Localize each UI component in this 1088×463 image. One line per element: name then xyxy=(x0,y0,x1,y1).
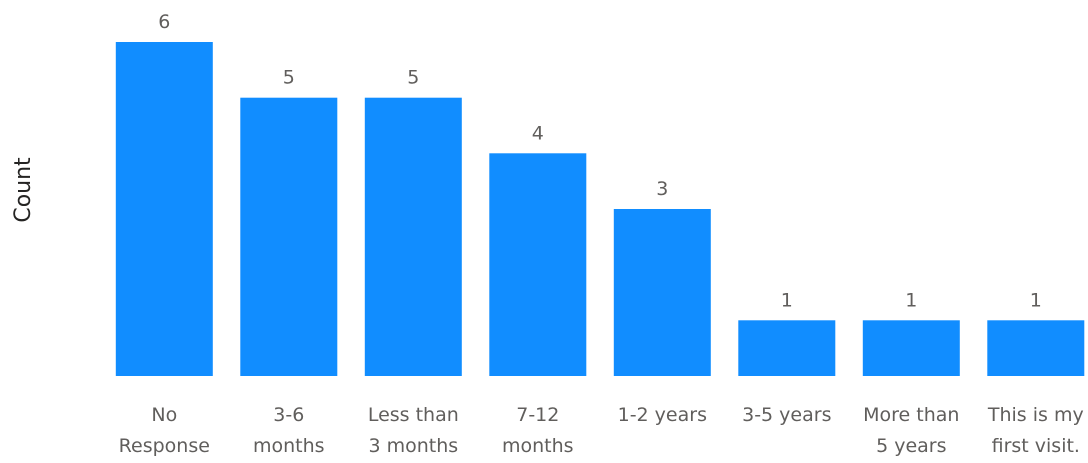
category-label-8: This is my first visit. xyxy=(987,404,1084,457)
value-label-2: 5 xyxy=(283,67,295,89)
value-label-6: 1 xyxy=(781,289,793,311)
category-label-7: More than 5 years xyxy=(863,404,959,457)
value-labels-group: 6 5 5 4 3 1 1 1 xyxy=(158,11,1042,311)
bar-3 xyxy=(364,97,462,376)
value-label-5: 3 xyxy=(656,178,668,200)
value-label-1: 6 xyxy=(158,11,170,33)
category-label-line: 1-2 years xyxy=(618,404,707,426)
category-label-5: 1-2 years xyxy=(618,404,707,426)
category-label-line: 3 months xyxy=(368,435,458,457)
category-label-line: Response xyxy=(119,435,210,457)
y-axis-title: Count xyxy=(11,157,36,223)
category-label-line: 7-12 xyxy=(516,404,559,426)
value-label-4: 4 xyxy=(532,122,544,144)
category-label-3: Less than 3 months xyxy=(368,404,459,457)
category-label-line: months xyxy=(253,435,325,457)
category-label-line: This is my xyxy=(987,404,1084,426)
bars-group xyxy=(115,42,1085,376)
value-label-7: 1 xyxy=(905,289,917,311)
category-labels-group: No Response 3-6 months Less than 3 months 7-12… xyxy=(119,404,1084,457)
category-label-line: Less than xyxy=(368,404,459,426)
category-label-line: 5 years xyxy=(876,435,946,457)
bar-6 xyxy=(738,320,836,376)
bar-8 xyxy=(987,320,1085,376)
category-label-line: No xyxy=(151,404,177,426)
category-label-line: 3-6 xyxy=(273,404,304,426)
value-label-8: 1 xyxy=(1030,289,1042,311)
value-label-3: 5 xyxy=(407,67,419,89)
category-label-line: 3-5 years xyxy=(742,404,831,426)
category-label-6: 3-5 years xyxy=(742,404,831,426)
category-label-line: first visit. xyxy=(992,435,1080,457)
category-label-2: 3-6 months xyxy=(253,404,325,457)
bar-5 xyxy=(613,209,711,376)
bar-7 xyxy=(862,320,960,376)
bar-1 xyxy=(115,42,213,376)
category-label-1: No Response xyxy=(119,404,210,457)
category-label-line: months xyxy=(502,435,574,457)
category-label-line: More than xyxy=(863,404,959,426)
category-label-4: 7-12 months xyxy=(502,404,574,457)
bar-4 xyxy=(489,153,587,376)
bar-2 xyxy=(240,97,338,376)
